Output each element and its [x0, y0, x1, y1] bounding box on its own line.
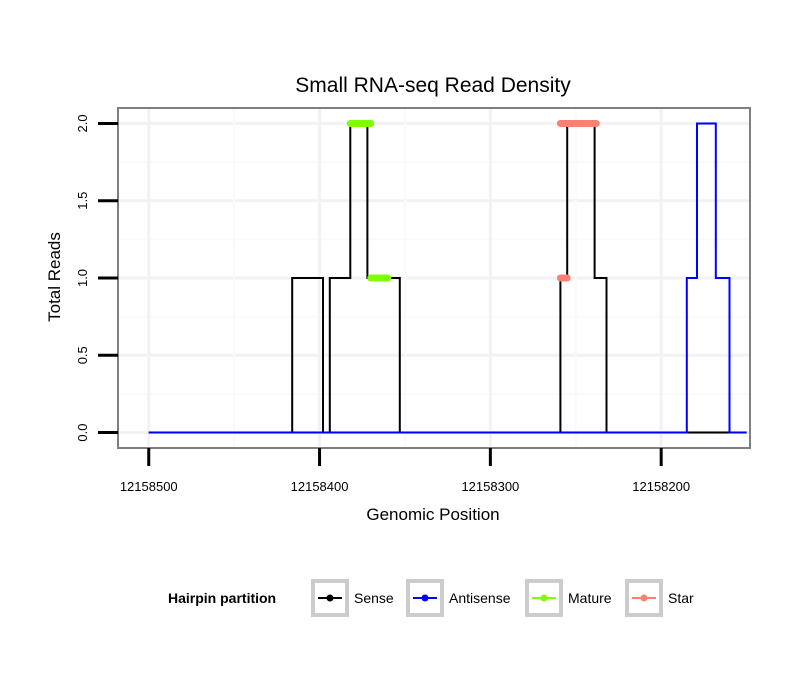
x-tick-label: 12158300	[461, 479, 519, 494]
y-tick-label: 1.5	[75, 192, 90, 210]
legend-label-mature: Mature	[568, 590, 612, 606]
x-tick-label: 12158200	[632, 479, 690, 494]
x-tick-label: 12158400	[291, 479, 349, 494]
legend-marker-star	[640, 594, 648, 602]
series-line-antisense	[148, 122, 747, 434]
x-tick-label: 12158500	[120, 479, 178, 494]
y-tick-label: 0.5	[75, 346, 90, 364]
y-axis-title: Total Reads	[45, 232, 64, 322]
y-tick-label: 1.0	[75, 269, 90, 287]
legend-marker-antisense	[421, 594, 429, 602]
x-axis: 12158500 12158400 12158300 12158200	[120, 448, 690, 494]
y-axis: 0.0 0.5 1.0 1.5 2.0	[75, 114, 118, 442]
legend-marker-mature	[540, 594, 548, 602]
chart-title: Small RNA-seq Read Density	[295, 74, 571, 97]
y-tick-label: 2.0	[75, 114, 90, 132]
x-axis-title: Genomic Position	[366, 505, 499, 524]
legend-marker-sense	[326, 594, 334, 602]
y-tick-label: 0.0	[75, 424, 90, 442]
legend-title: Hairpin partition	[168, 590, 276, 606]
series-layer	[148, 119, 747, 434]
grid-lines	[118, 108, 750, 448]
legend-label-antisense: Antisense	[449, 590, 511, 606]
legend-label-star: Star	[668, 590, 694, 606]
legend-label-sense: Sense	[354, 590, 394, 606]
legend: Hairpin partition Sense Antisense Mature St…	[168, 579, 694, 617]
